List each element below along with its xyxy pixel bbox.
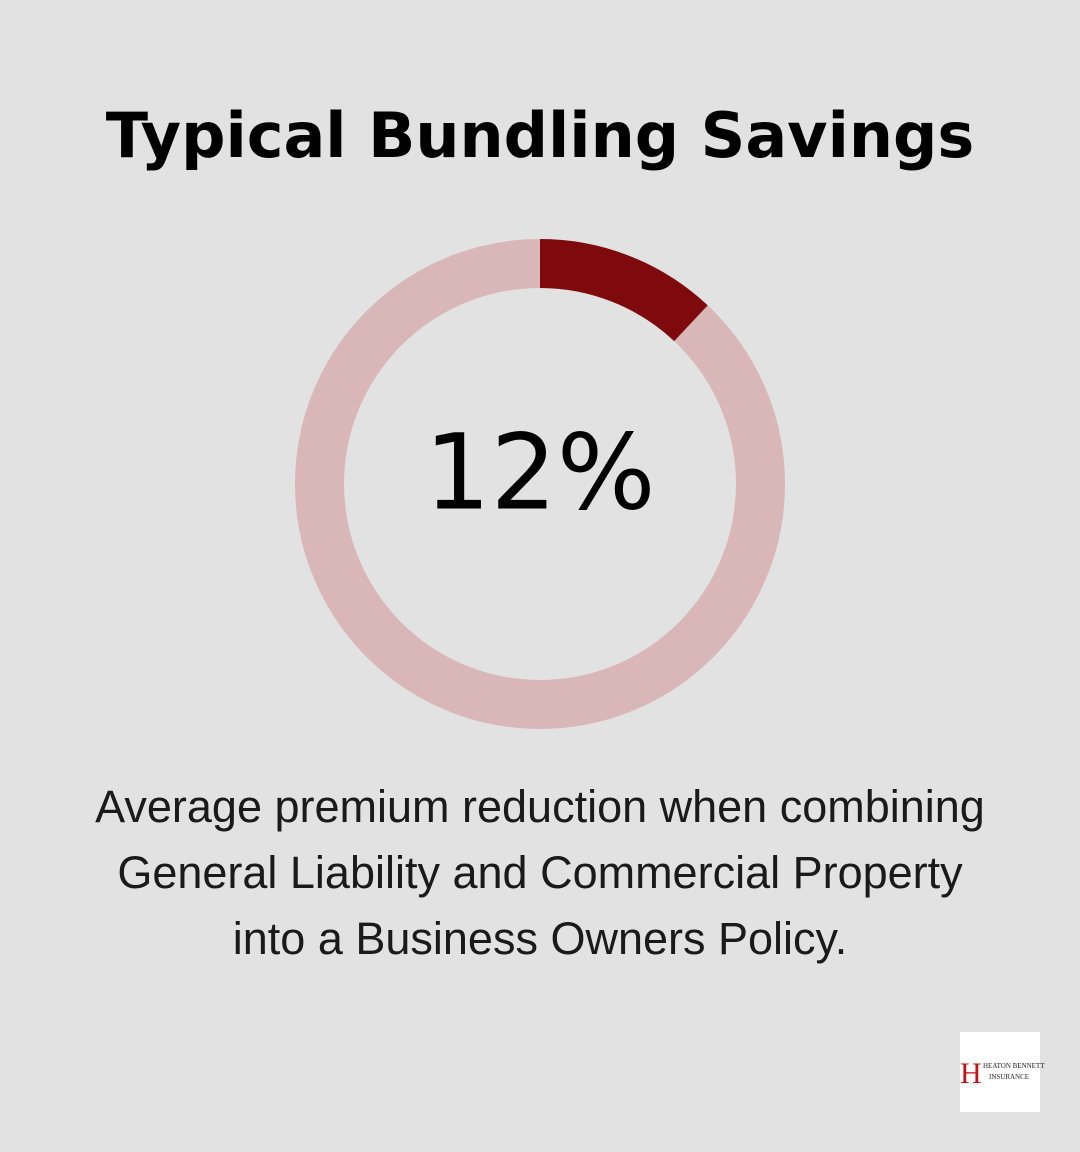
caption-line: Average premium reduction when combining <box>95 781 985 832</box>
chart-title: Typical Bundling Savings <box>106 99 975 172</box>
caption-line: into a Business Owners Policy. <box>233 913 847 964</box>
value-label: 12% <box>424 411 655 533</box>
logo-initial: H <box>960 1057 982 1090</box>
donut-segment <box>539 239 708 342</box>
logo-line: HEATON BENNETT <box>983 1062 1045 1070</box>
logo-line: INSURANCE <box>989 1073 1029 1081</box>
caption-line: General Liability and Commercial Propert… <box>117 847 963 898</box>
logo-box <box>960 1032 1040 1112</box>
